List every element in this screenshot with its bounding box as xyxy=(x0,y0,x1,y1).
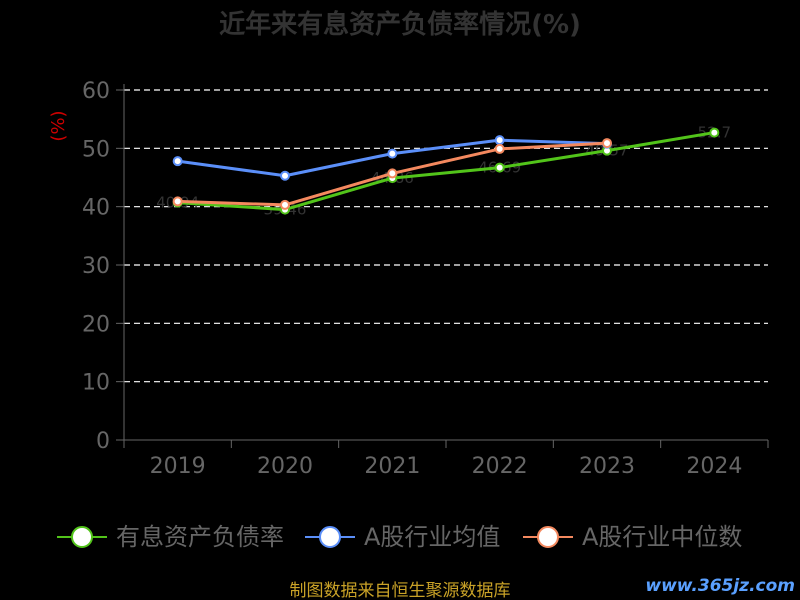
data-point-series-2 xyxy=(280,170,290,181)
legend-label-series-1: 有息资产负债率 xyxy=(116,523,284,551)
legend-label-series-2: A股行业均值 xyxy=(364,523,500,551)
legend-marker-series-1 xyxy=(71,526,93,548)
y-axis-unit: (%) xyxy=(48,110,69,141)
legend-item-series-2[interactable]: A股行业均值 xyxy=(305,523,500,551)
x-tick-label: 2023 xyxy=(579,454,635,479)
y-tick-label: 30 xyxy=(82,254,110,279)
x-tick-label: 2024 xyxy=(686,454,742,479)
chart-title: 近年来有息资产负债率情况(%) xyxy=(219,9,581,40)
x-tick-labels: 2019 2020 2021 2022 2023 2024 xyxy=(150,454,743,479)
x-tick-label: 2021 xyxy=(364,454,420,479)
legend: 有息资产负债率 A股行业均值 A股行业中位数 xyxy=(57,523,742,551)
data-point-series-3 xyxy=(387,168,398,179)
series-points xyxy=(172,127,720,215)
data-point-series-2 xyxy=(387,148,398,159)
legend-item-series-1[interactable]: 有息资产负债率 xyxy=(57,523,284,551)
data-point-series-3 xyxy=(280,199,290,210)
x-tick-label: 2020 xyxy=(257,454,313,479)
y-tick-label: 50 xyxy=(82,137,110,162)
watermark: www.365jz.com xyxy=(645,576,795,596)
data-point-series-1 xyxy=(494,162,505,173)
y-tick-label: 20 xyxy=(82,312,110,337)
legend-marker-series-3 xyxy=(537,526,559,548)
legend-label-series-3: A股行业中位数 xyxy=(582,523,742,551)
y-tick-labels: 0 10 20 30 40 50 60 xyxy=(82,79,110,454)
data-point-series-2 xyxy=(172,156,183,167)
grid-lines xyxy=(124,89,768,383)
data-point-series-3 xyxy=(172,196,183,207)
y-tick-label: 60 xyxy=(82,79,110,104)
data-point-series-3 xyxy=(494,143,505,154)
data-point-series-3 xyxy=(602,138,612,149)
data-point-series-2 xyxy=(494,135,505,146)
series-lines xyxy=(177,131,715,212)
source-note: 制图数据来自恒生聚源数据库 xyxy=(290,581,511,600)
y-tick-label: 40 xyxy=(82,196,110,221)
axes xyxy=(116,84,769,448)
data-point-series-1 xyxy=(709,127,720,138)
x-tick-label: 2019 xyxy=(150,454,206,479)
y-tick-label: 10 xyxy=(82,371,110,396)
x-tick-label: 2022 xyxy=(472,454,528,479)
legend-item-series-3[interactable]: A股行业中位数 xyxy=(523,523,742,551)
series-line-1 xyxy=(177,131,715,212)
legend-marker-series-2 xyxy=(319,526,341,548)
y-tick-label: 0 xyxy=(96,429,110,454)
